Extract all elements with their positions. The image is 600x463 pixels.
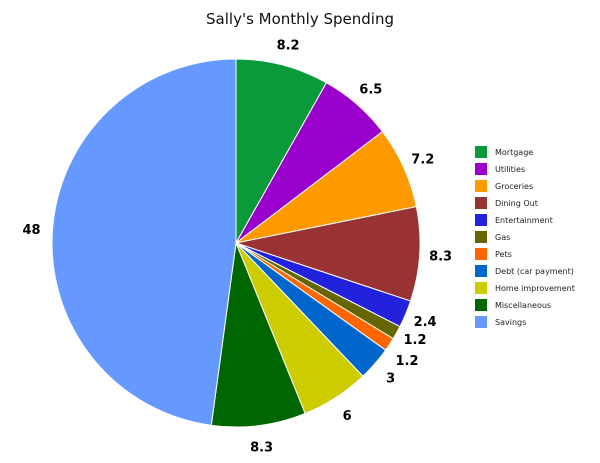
chart-title: Sally's Monthly Spending [206,10,394,28]
legend: Mortgage Utilities Groceries Dining Out Ente… [475,146,575,328]
pie-slice-mortgage [235,58,328,245]
legend-label-groceries: Groceries [495,182,533,191]
legend-label-savings: Savings [495,318,526,327]
slice-value-label-entertainment: 2.4 [414,315,437,330]
slice-value-label-debt-car-payment: 3 [386,372,395,387]
legend-swatch-groceries [475,180,487,192]
legend-label-miscellaneous: Miscellaneous [495,301,551,310]
legend-swatch-home-improvement [475,282,487,294]
slice-value-label-mortgage: 8.2 [277,39,300,54]
pie-slice-savings [51,58,237,426]
legend-label-debt-car-payment: Debt (car payment) [495,267,574,276]
legend-label-home-improvement: Home improvement [495,284,575,293]
legend-swatch-miscellaneous [475,299,487,311]
legend-label-utilities: Utilities [495,165,525,174]
legend-label-gas: Gas [495,233,510,242]
pie-slice-miscellaneous [210,241,306,428]
slice-value-label-miscellaneous: 8.3 [250,440,273,455]
legend-label-pets: Pets [495,250,512,259]
slice-value-label-dining-out: 8.3 [429,250,452,265]
legend-swatch-pets [475,248,487,260]
legend-swatch-savings [475,316,487,328]
legend-swatch-utilities [475,163,487,175]
pie-slices [51,58,421,428]
slice-value-label-utilities: 6.5 [359,83,382,98]
legend-swatch-entertainment [475,214,487,226]
slice-value-label-groceries: 7.2 [411,153,434,168]
pie-slice-dining-out [234,206,421,302]
legend-label-dining-out: Dining Out [495,199,538,208]
legend-label-entertainment: Entertainment [495,216,553,225]
slice-value-label-home-improvement: 6 [343,409,352,424]
legend-swatch-debt-car-payment [475,265,487,277]
legend-label-mortgage: Mortgage [495,148,533,157]
slice-value-label-gas: 1.2 [403,333,426,348]
slice-value-label-savings: 48 [22,223,40,238]
slice-value-label-pets: 1.2 [395,354,418,369]
legend-swatch-mortgage [475,146,487,158]
legend-swatch-dining-out [475,197,487,209]
legend-swatch-gas [475,231,487,243]
